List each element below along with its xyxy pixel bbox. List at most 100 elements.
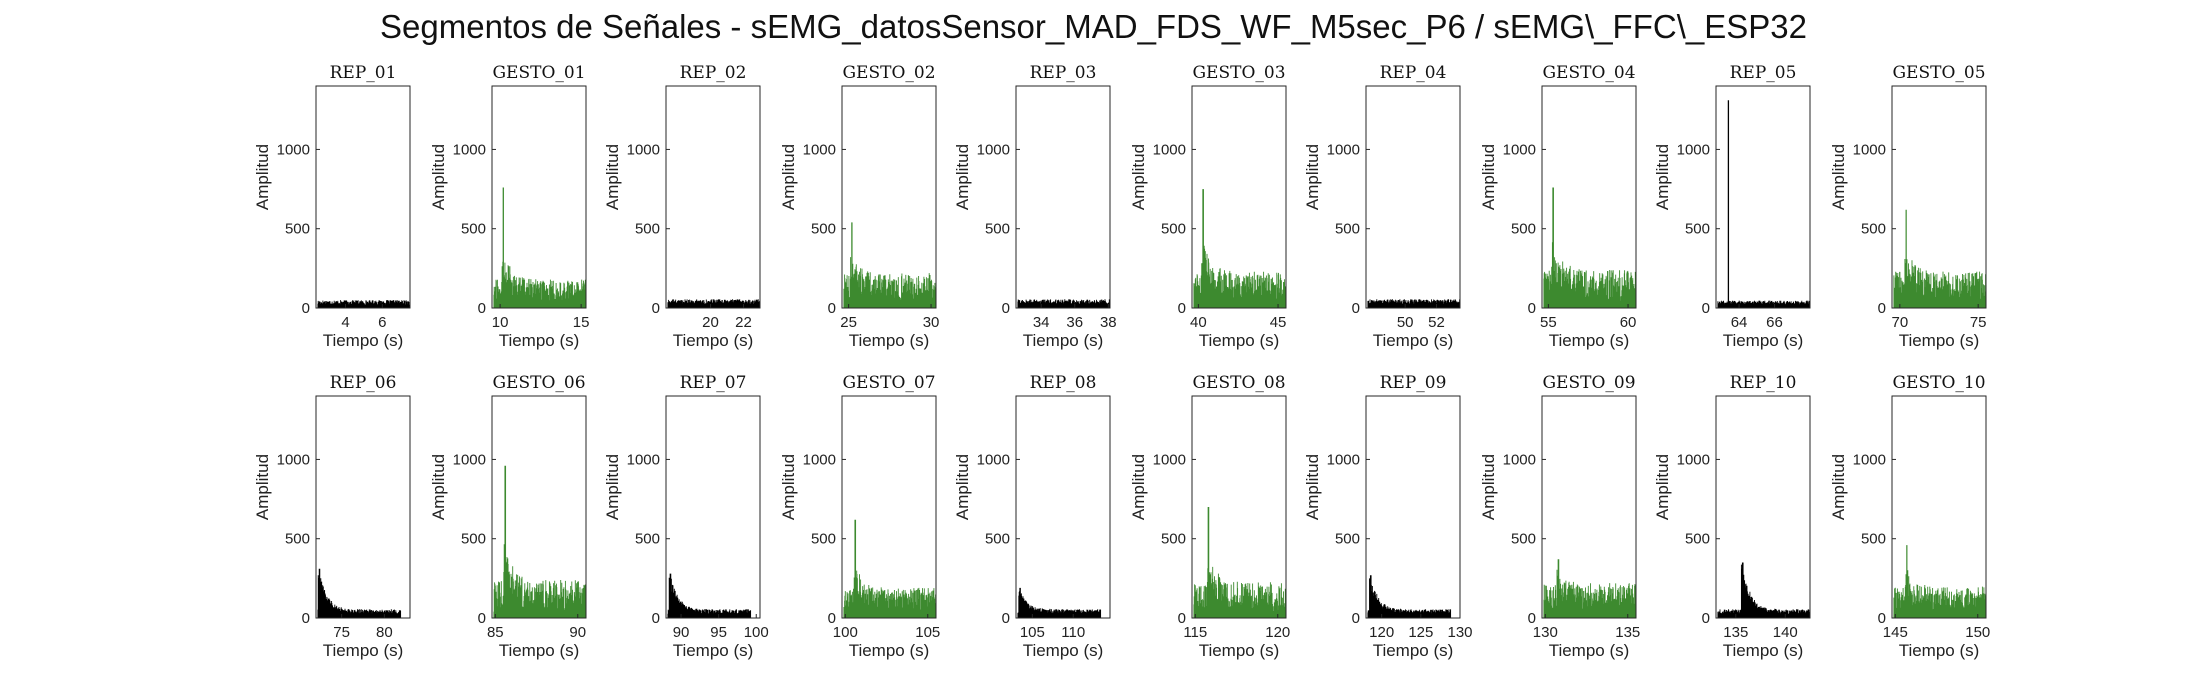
x-tick-label: 55: [1540, 314, 1557, 331]
subplot-title: GESTO_06: [492, 373, 585, 393]
x-tick-label: 130: [1447, 624, 1472, 641]
x-tick-label: 40: [1190, 314, 1207, 331]
x-tick-label: 95: [710, 624, 727, 641]
signal-trace: [1893, 209, 1987, 308]
subplot-gesto-01: 0 500 1000 10 15 GESTO_01 Tiempo (s) Amplitud: [429, 63, 589, 350]
y-tick-label: 500: [811, 221, 836, 238]
axes-box: [1541, 395, 1637, 619]
subplot-gesto-08: 0 500 1000 115 120 GESTO_08 Tiempo (s) Amplitud: [1129, 373, 1290, 660]
signal-trace: [493, 187, 587, 308]
y-tick-label: 1000: [1503, 141, 1536, 158]
axes-frame: [1715, 395, 1811, 619]
y-axis-label: Amplitud: [953, 454, 972, 520]
signal-trace: [1543, 559, 1637, 618]
axes-box: [1365, 85, 1461, 309]
subplot-title: GESTO_07: [842, 373, 935, 393]
y-tick-label: 1000: [277, 451, 310, 468]
y-tick-label: 0: [1178, 300, 1186, 317]
x-tick-label: 120: [1369, 624, 1394, 641]
subplot-title: REP_03: [1030, 63, 1097, 83]
y-axis-label: Amplitud: [1303, 144, 1322, 210]
x-tick-label: 90: [673, 624, 690, 641]
y-axis-label: Amplitud: [1129, 144, 1148, 210]
y-tick-label: 0: [1528, 300, 1536, 317]
y-tick-label: 1000: [453, 451, 486, 468]
y-axis-label: Amplitud: [1653, 144, 1672, 210]
subplot-title: GESTO_03: [1192, 63, 1285, 83]
subplot-title: GESTO_09: [1542, 373, 1635, 393]
axes-frame: [665, 395, 761, 619]
x-tick-label: 105: [1020, 624, 1045, 641]
x-tick-label: 75: [1970, 314, 1987, 331]
y-tick-label: 0: [1352, 610, 1360, 627]
figure-title: Segmentos de Señales - sEMG_datosSensor_…: [380, 8, 1807, 45]
signal-trace: [1543, 187, 1637, 308]
signal-trace: [843, 519, 937, 618]
y-tick-label: 1000: [1853, 451, 1886, 468]
x-axis-label: Tiempo (s): [1723, 641, 1804, 660]
y-tick-label: 1000: [1153, 141, 1186, 158]
y-tick-label: 500: [811, 531, 836, 548]
axes-frame: [1191, 395, 1287, 619]
x-axis-label: Tiempo (s): [499, 331, 580, 350]
x-tick-label: 30: [923, 314, 940, 331]
y-tick-label: 0: [652, 300, 660, 317]
y-tick-label: 1000: [1677, 451, 1710, 468]
x-tick-label: 135: [1615, 624, 1640, 641]
subplot-gesto-10: 0 500 1000 145 150 GESTO_10 Tiempo (s) Amplitud: [1829, 373, 1990, 660]
y-tick-label: 500: [1861, 531, 1886, 548]
x-tick-label: 135: [1723, 624, 1748, 641]
axes-box: [315, 85, 411, 309]
y-tick-label: 1000: [277, 141, 310, 158]
subplot-title: GESTO_01: [492, 63, 585, 83]
axes-frame: [1191, 85, 1287, 309]
axes-box: [841, 85, 937, 309]
y-tick-label: 0: [1878, 610, 1886, 627]
x-axis-label: Tiempo (s): [1199, 331, 1280, 350]
subplot-rep-05: 0 500 1000 64 66 REP_05 Tiempo (s) Amplitud: [1653, 63, 1811, 350]
subplot-title: GESTO_08: [1192, 373, 1285, 393]
y-tick-label: 1000: [1503, 451, 1536, 468]
subplot-gesto-07: 0 500 1000 100 105 GESTO_07 Tiempo (s) Amplitud: [779, 373, 940, 660]
subplot-title: REP_04: [1380, 63, 1447, 83]
subplot-rep-09: 0 500 1000 120 125 130 REP_09 Tiempo (s) Amplitu…: [1303, 373, 1473, 660]
subplot-rep-07: 0 500 1000 90 95 100 REP_07 Tiempo (s) Amplitud: [603, 373, 769, 660]
y-tick-label: 500: [635, 531, 660, 548]
x-tick-label: 105: [915, 624, 940, 641]
y-tick-label: 500: [1511, 531, 1536, 548]
subplot-title: REP_02: [680, 63, 747, 83]
signal-trace: [1367, 575, 1452, 618]
x-axis-label: Tiempo (s): [673, 331, 754, 350]
y-tick-label: 500: [285, 531, 310, 548]
x-axis-label: Tiempo (s): [1723, 331, 1804, 350]
y-axis-label: Amplitud: [779, 454, 798, 520]
axes-box: [315, 395, 411, 619]
axes-frame: [1365, 395, 1461, 619]
axes-frame: [1891, 395, 1987, 619]
y-tick-label: 500: [1685, 221, 1710, 238]
axes-box: [1715, 85, 1811, 309]
x-tick-label: 10: [492, 314, 509, 331]
x-tick-label: 125: [1408, 624, 1433, 641]
y-axis-label: Amplitud: [1829, 454, 1848, 520]
y-tick-label: 1000: [1853, 141, 1886, 158]
axes-box: [1191, 395, 1287, 619]
x-tick-label: 66: [1766, 314, 1783, 331]
x-axis-label: Tiempo (s): [1199, 641, 1280, 660]
signal-trace: [317, 300, 411, 308]
y-axis-label: Amplitud: [1129, 454, 1148, 520]
axes-box: [1015, 85, 1111, 309]
subplot-title: REP_10: [1730, 373, 1797, 393]
y-axis-label: Amplitud: [779, 144, 798, 210]
y-tick-label: 0: [1002, 300, 1010, 317]
y-tick-label: 1000: [1677, 141, 1710, 158]
y-tick-label: 0: [302, 610, 310, 627]
y-axis-label: Amplitud: [429, 454, 448, 520]
x-axis-label: Tiempo (s): [849, 331, 930, 350]
subplot-rep-02: 0 500 1000 20 22 REP_02 Tiempo (s) Amplitud: [603, 63, 761, 350]
signal-trace: [1893, 545, 1987, 618]
subplot-rep-10: 0 500 1000 135 140 REP_10 Tiempo (s) Amplitud: [1653, 373, 1811, 660]
subplot-title: REP_05: [1730, 63, 1797, 83]
y-tick-label: 0: [478, 300, 486, 317]
y-axis-label: Amplitud: [1479, 144, 1498, 210]
